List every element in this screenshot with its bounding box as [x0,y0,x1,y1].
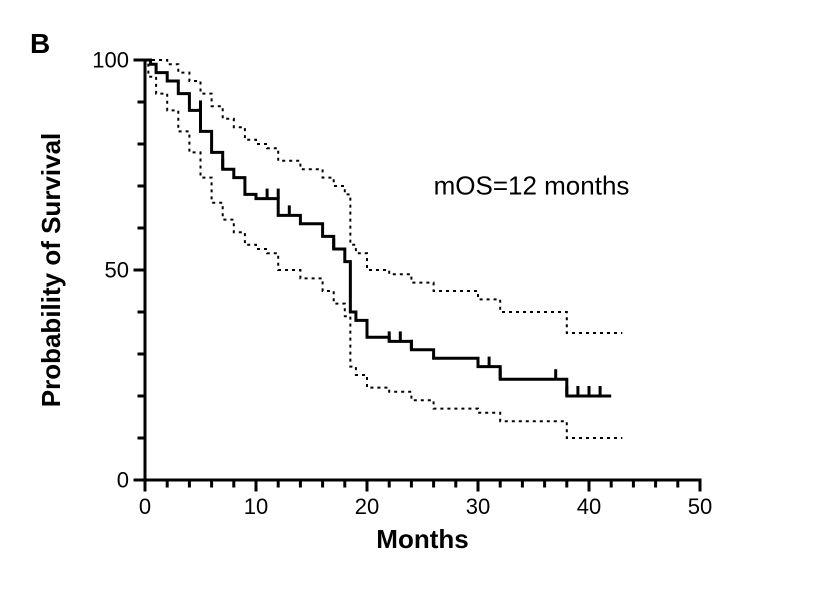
y-tick-label: 0 [117,468,129,493]
y-tick-label: 50 [105,258,129,283]
annotation-mos: mOS=12 months [434,170,630,200]
x-axis-label: Months [376,524,468,554]
x-tick-label: 30 [466,494,490,519]
panel-label: B [30,28,50,60]
y-tick-label: 100 [92,48,129,73]
x-tick-label: 50 [688,494,712,519]
survival-chart: 0 10 20 30 40 50 0 50 100 Months Probability of Su… [0,0,834,607]
x-tick-label: 0 [139,494,151,519]
y-axis-label: Probability of Survival [36,133,66,408]
x-tick-label: 40 [577,494,601,519]
x-tick-label: 10 [244,494,268,519]
x-tick-label: 20 [355,494,379,519]
